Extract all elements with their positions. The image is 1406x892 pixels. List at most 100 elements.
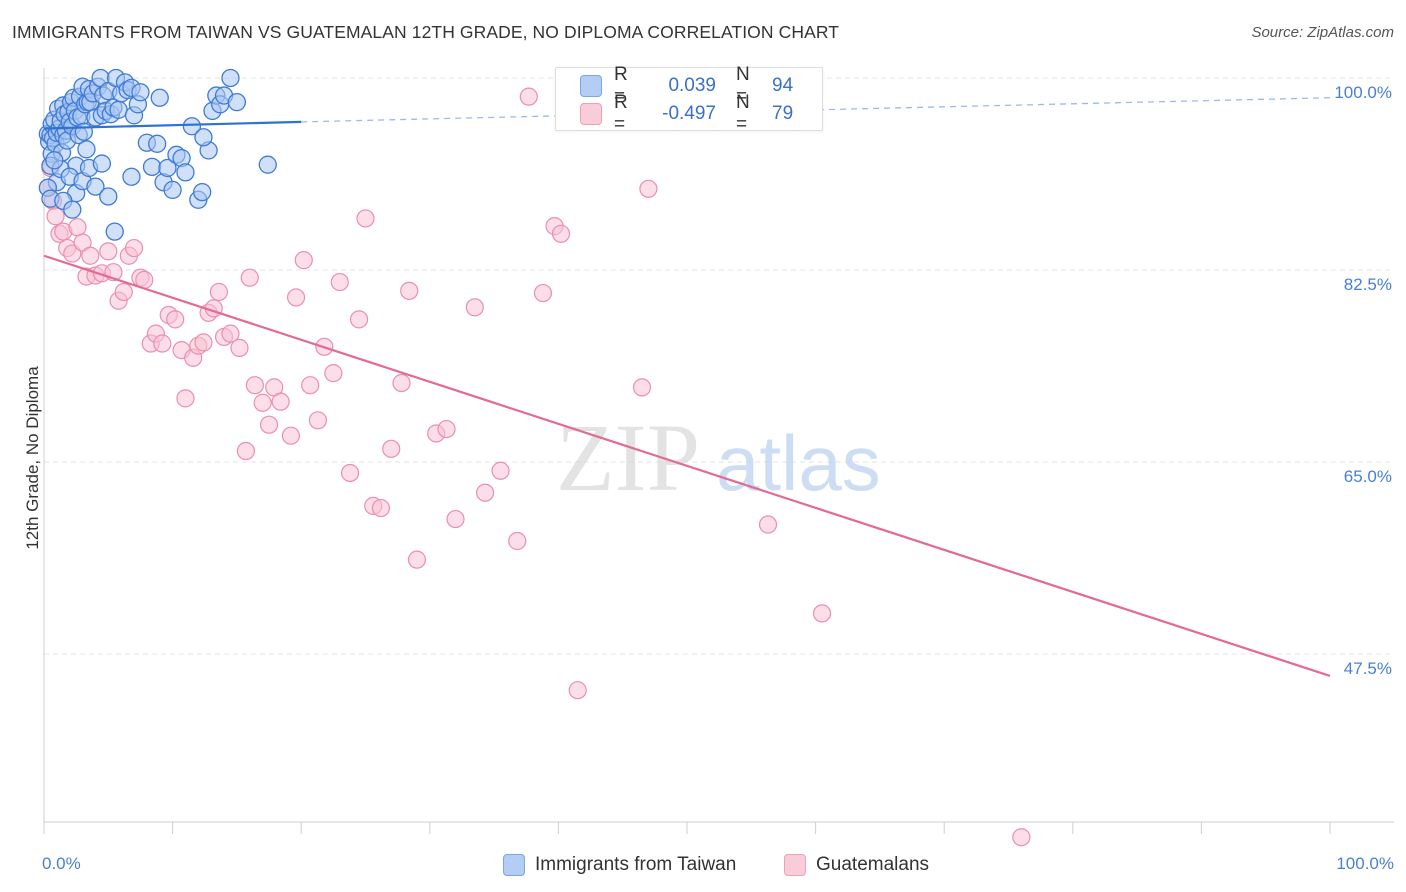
taiwan-point — [92, 154, 112, 173]
guatemalans-point — [324, 364, 343, 383]
taiwan-point — [122, 167, 141, 186]
guatemalans-point — [81, 246, 100, 265]
taiwan-swatch — [580, 75, 602, 97]
taiwan-point — [148, 134, 167, 153]
taiwan-r-value: 0.039 — [668, 75, 716, 96]
guatemalans-point — [230, 338, 249, 357]
gridlines — [44, 77, 1394, 655]
n-label: N = — [736, 64, 750, 107]
guatemalans-point — [758, 515, 778, 534]
guatemalans-point — [349, 310, 369, 329]
taiwan-point — [150, 88, 169, 107]
r-label: R = — [614, 92, 628, 135]
guatemalans-points — [38, 87, 1031, 847]
taiwan-point — [77, 140, 96, 159]
guatemalans-point — [245, 376, 265, 395]
guatemalans-point — [446, 509, 465, 529]
guatemalans-point — [437, 419, 456, 439]
guatemalans-point — [308, 411, 328, 430]
guatemalans-point — [221, 324, 240, 343]
taiwan-n-value: 94 — [772, 75, 794, 96]
stats-legend: R = 0.039 N = 94 R = -0.497 N = 79 — [555, 64, 823, 135]
taiwan-point — [45, 151, 64, 170]
taiwan-legend-swatch — [503, 854, 525, 876]
guatemalans-point — [551, 224, 571, 243]
guatemalans-trend-line — [43, 254, 1331, 677]
guatemalans-point — [209, 282, 228, 302]
taiwan-point — [105, 222, 124, 241]
guatemalans-point — [568, 681, 587, 700]
guatemalans-point — [508, 531, 527, 551]
guatemalans-point — [1012, 828, 1031, 847]
legend-item-guatemalans[interactable]: Guatemalans — [784, 852, 929, 878]
guatemalans-point — [533, 283, 553, 303]
guatemalans-swatch — [580, 103, 602, 125]
guatemalans-point — [465, 298, 484, 317]
r-label: R = — [614, 64, 628, 107]
x-tick-label-min: 0.0% — [42, 854, 81, 873]
taiwan-point — [176, 163, 195, 182]
y-axis-label: 12th Grade, No Diploma — [23, 366, 42, 550]
trend-lines — [43, 97, 1331, 677]
taiwan-point — [258, 155, 277, 174]
guatemalans-point — [46, 207, 65, 226]
source-text: Source: ZipAtlas.com — [1251, 24, 1394, 41]
guatemalans-point — [330, 272, 349, 292]
taiwan-point — [131, 83, 150, 102]
y-tick-label: 82.5% — [1344, 275, 1392, 294]
taiwan-point — [74, 122, 94, 141]
y-tick-label: 47.5% — [1344, 659, 1392, 678]
watermark-zip: ZIP — [556, 404, 700, 511]
axes — [43, 68, 1394, 834]
legend-item-taiwan[interactable]: Immigrants from Taiwan — [503, 852, 736, 878]
taiwan-point — [163, 180, 182, 200]
y-tick-label: 100.0% — [1334, 83, 1392, 102]
guatemalans-point — [382, 439, 401, 458]
taiwan-point — [109, 100, 128, 119]
guatemalans-point — [286, 288, 306, 307]
guatemalans-point — [400, 281, 419, 300]
guatemalans-point — [519, 87, 538, 106]
chart-title: IMMIGRANTS FROM TAIWAN VS GUATEMALAN 12T… — [12, 22, 840, 42]
guatemalans-legend-label: Guatemalans — [816, 854, 930, 875]
guatemalans-point — [340, 463, 360, 483]
taiwan-point — [86, 177, 105, 196]
taiwan-point — [142, 157, 162, 177]
guatemalans-point — [240, 268, 259, 287]
taiwan-point — [193, 182, 212, 202]
guatemalans-point — [271, 392, 290, 411]
n-label: N = — [736, 92, 750, 135]
guatemalans-point — [153, 334, 172, 353]
watermark-atlas: atlas — [716, 419, 881, 507]
tick-labels: 100.0% 82.5% 65.0% 47.5% 0.0% 100.0% — [42, 83, 1394, 873]
guatemalans-point — [99, 242, 118, 261]
guatemalans-point — [68, 218, 87, 237]
guatemalans-point — [639, 179, 658, 198]
taiwan-point — [227, 92, 247, 112]
bottom-legend: Immigrants from Taiwan Guatemalans — [0, 850, 1406, 880]
guatemalans-point — [475, 483, 495, 502]
taiwan-point — [194, 128, 213, 147]
guatemalans-point — [236, 441, 256, 461]
taiwan-point — [221, 68, 240, 88]
guatemalans-point — [281, 426, 301, 445]
guatemalans-point — [114, 282, 133, 302]
watermark: ZIP atlas — [556, 404, 881, 511]
y-tick-label: 65.0% — [1344, 467, 1392, 486]
guatemalans-point — [259, 415, 279, 434]
guatemalans-point — [301, 376, 320, 395]
guatemalans-point — [491, 461, 510, 480]
guatemalans-r-value: -0.497 — [662, 103, 716, 124]
guatemalans-point — [124, 238, 144, 258]
taiwan-points — [38, 68, 277, 241]
guatemalans-point — [812, 604, 832, 623]
guatemalans-point — [253, 393, 272, 412]
guatemalans-point — [166, 310, 185, 329]
guatemalans-point — [356, 209, 375, 228]
taiwan-point — [158, 158, 177, 178]
guatemalans-legend-swatch — [784, 854, 806, 876]
guatemalans-point — [194, 333, 213, 352]
guatemalans-point — [176, 389, 195, 408]
guatemalans-n-value: 79 — [772, 103, 794, 124]
